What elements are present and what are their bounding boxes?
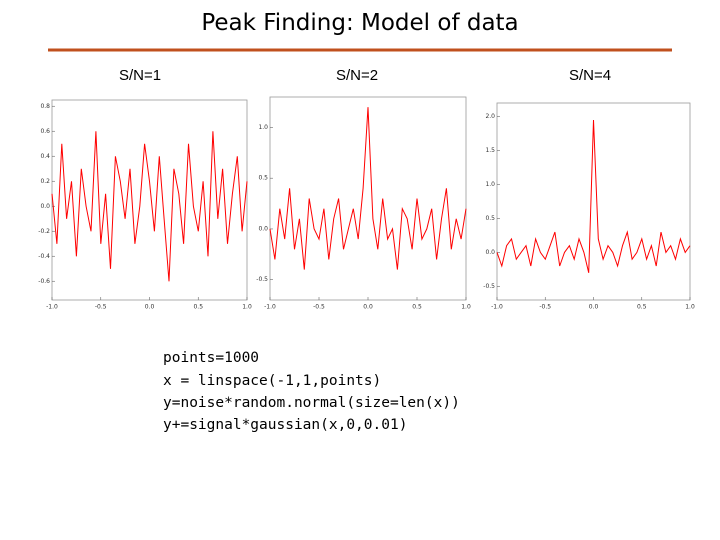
- x-tick-label: -0.5: [95, 304, 107, 311]
- y-tick-label: -0.5: [256, 276, 268, 283]
- y-tick-label: -0.2: [38, 228, 50, 235]
- code-line: y+=signal*gaussian(x,0,0.01): [163, 417, 407, 433]
- y-tick-label: 0.0: [485, 249, 495, 256]
- y-tick-label: -0.6: [38, 278, 50, 285]
- y-tick-label: 1.5: [485, 147, 495, 154]
- y-tick-label: 1.0: [485, 181, 495, 188]
- y-tick-label: 1.0: [258, 124, 268, 131]
- x-tick-label: 0.0: [145, 304, 155, 311]
- y-tick-label: 0.4: [40, 153, 50, 160]
- y-tick-label: -0.4: [38, 253, 50, 260]
- y-tick-label: 0.0: [258, 225, 268, 232]
- y-tick-label: 0.8: [40, 103, 50, 110]
- x-tick-label: 0.5: [193, 304, 203, 311]
- y-tick-label: -0.5: [483, 283, 495, 290]
- signal-line: [269, 107, 467, 270]
- y-tick-label: 0.6: [40, 128, 50, 135]
- slide-title: Peak Finding: Model of data: [201, 10, 518, 36]
- x-tick-label: 1.0: [461, 304, 471, 311]
- chart-title: S/N=2: [336, 67, 378, 84]
- signal-line: [51, 131, 248, 282]
- code-line: y=noise*random.normal(size=len(x)): [163, 395, 460, 411]
- x-tick-label: 0.0: [363, 304, 373, 311]
- x-tick-label: 0.5: [637, 304, 647, 311]
- y-tick-label: 0.0: [40, 203, 50, 210]
- x-tick-label: -1.0: [264, 304, 276, 311]
- signal-line: [496, 119, 691, 273]
- plot-frame: [51, 99, 248, 301]
- x-tick-label: -1.0: [491, 304, 503, 311]
- x-tick-label: 1.0: [242, 304, 252, 311]
- y-tick-label: 0.5: [485, 215, 495, 222]
- x-tick-label: -1.0: [46, 304, 58, 311]
- x-tick-label: 0.0: [589, 304, 599, 311]
- code-line: points=1000: [163, 350, 259, 366]
- plot-frame: [269, 96, 467, 301]
- y-tick-label: 0.5: [258, 175, 268, 182]
- chart-title: S/N=4: [569, 67, 611, 84]
- y-tick-label: 2.0: [485, 113, 495, 120]
- x-tick-label: -0.5: [313, 304, 325, 311]
- chart-title: S/N=1: [119, 67, 161, 84]
- x-tick-label: 0.5: [412, 304, 422, 311]
- x-tick-label: -0.5: [539, 304, 551, 311]
- x-tick-label: 1.0: [685, 304, 695, 311]
- y-tick-label: 0.2: [40, 178, 50, 185]
- code-line: x = linspace(-1,1,points): [163, 373, 381, 389]
